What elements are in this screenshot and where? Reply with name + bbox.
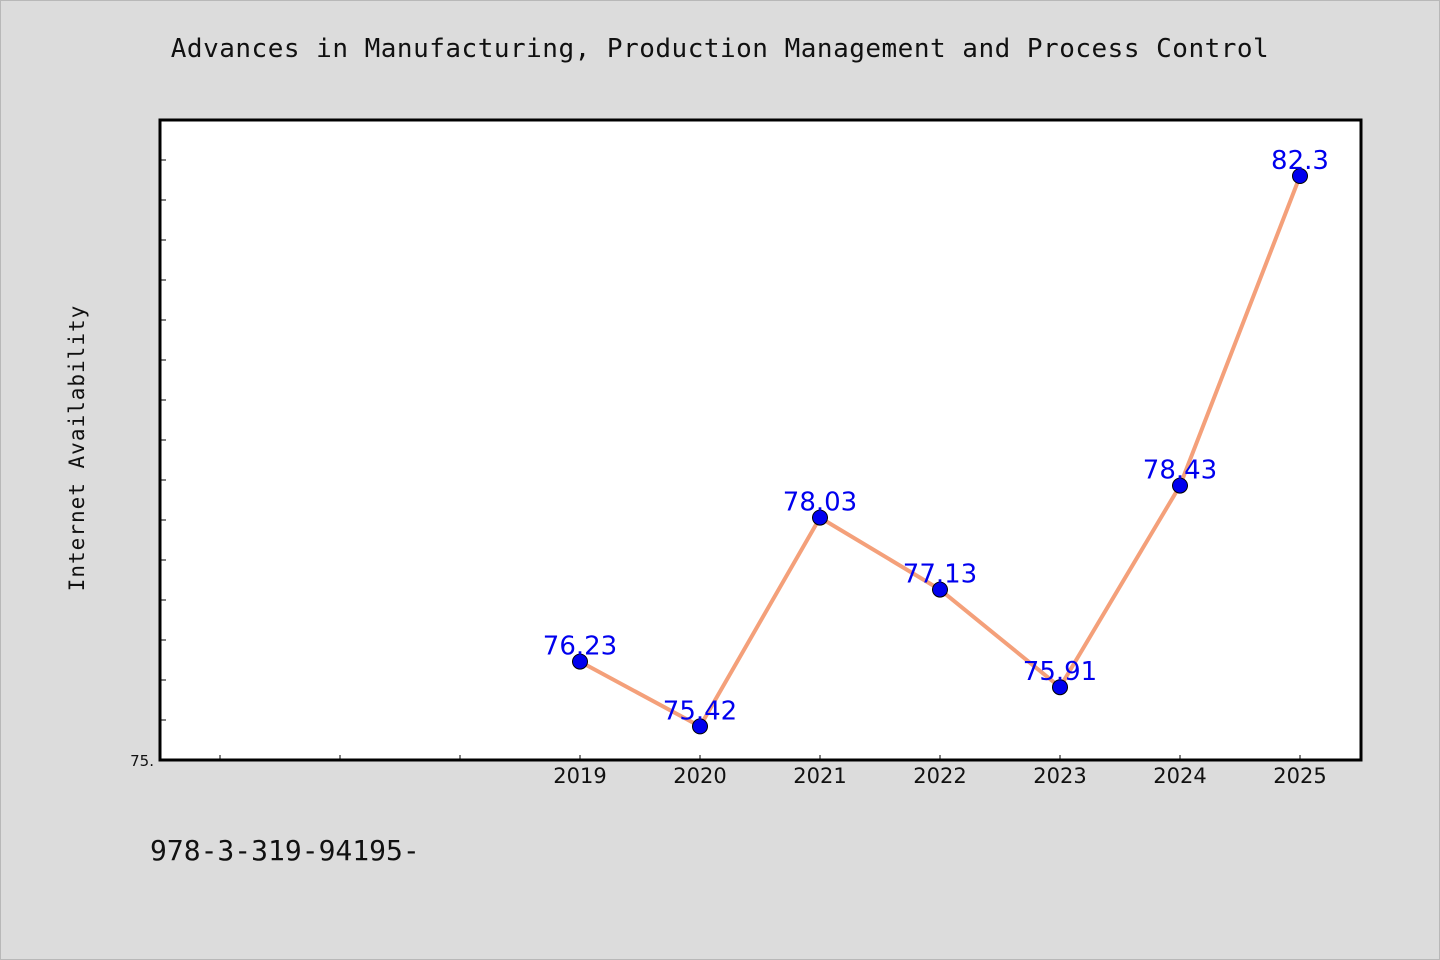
y-tick-label: 75. [130, 752, 154, 770]
data-point [692, 718, 708, 735]
x-tick-label: 2023 [1033, 764, 1086, 788]
data-label: 77.13 [903, 560, 977, 590]
footer-note: 978-3-319-94195- [150, 834, 420, 867]
data-point [812, 509, 828, 526]
data-label: 75.42 [663, 696, 737, 726]
data-point [932, 581, 948, 598]
data-label: 78.03 [783, 488, 857, 518]
x-tick-label: 2022 [913, 764, 966, 788]
x-tick-label: 2020 [673, 764, 726, 788]
data-label: 78.43 [1143, 456, 1217, 486]
data-label: 82.3 [1271, 146, 1329, 176]
x-tick-label: 2025 [1273, 764, 1326, 788]
data-point [1292, 168, 1308, 184]
data-label: 76.23 [543, 632, 617, 662]
data-point [1052, 679, 1068, 696]
data-label: 75.91 [1023, 657, 1097, 687]
x-tick-label: 2019 [553, 764, 606, 788]
data-point [572, 653, 588, 670]
x-tick-label: 2024 [1153, 764, 1206, 788]
chart-title: Advances in Manufacturing, Production Ma… [170, 34, 1270, 64]
data-point [1172, 477, 1188, 494]
x-tick-label: 2021 [793, 764, 846, 788]
plot-area [158, 118, 1363, 762]
